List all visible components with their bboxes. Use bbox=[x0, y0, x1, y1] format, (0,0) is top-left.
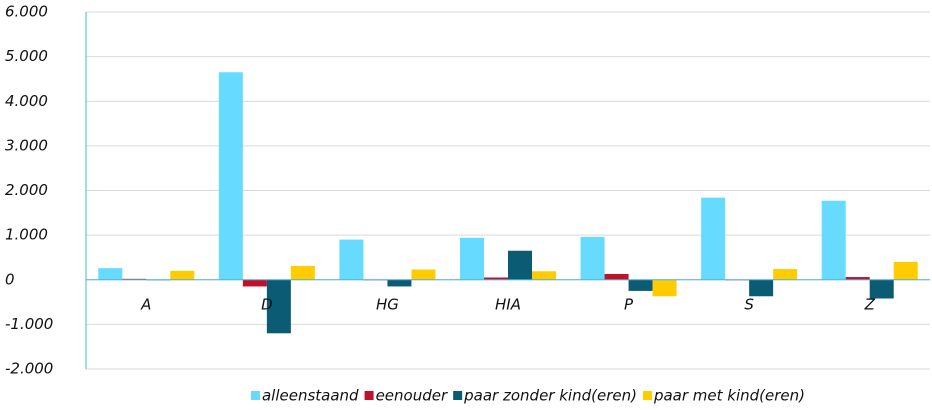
legend-item: alleenstaand bbox=[250, 387, 359, 405]
bar bbox=[532, 271, 556, 280]
legend-label: paar zonder kind(eren) bbox=[463, 387, 637, 405]
bar bbox=[339, 239, 364, 280]
x-tick-label: S bbox=[744, 295, 754, 313]
legend-marker bbox=[250, 391, 260, 400]
bar bbox=[821, 200, 846, 280]
y-tick-label: 2.000 bbox=[5, 181, 48, 199]
bar bbox=[387, 279, 412, 287]
legend-marker bbox=[364, 391, 374, 400]
legend-label: paar met kind(eren) bbox=[653, 387, 805, 405]
bar bbox=[508, 250, 532, 280]
y-tick-label: 4.000 bbox=[5, 92, 48, 110]
bar bbox=[869, 279, 894, 299]
legend-item: paar met kind(eren) bbox=[642, 387, 805, 405]
x-tick-label: HIA bbox=[495, 295, 521, 313]
legend-item: paar zonder kind(eren) bbox=[453, 387, 637, 405]
bar bbox=[290, 265, 315, 280]
bar bbox=[893, 261, 918, 280]
legend-label: eenouder bbox=[376, 387, 448, 405]
bar bbox=[170, 270, 195, 280]
bar bbox=[773, 269, 798, 280]
bar bbox=[242, 279, 267, 287]
y-tick-label: -2.000 bbox=[5, 360, 53, 378]
bar bbox=[98, 268, 123, 280]
bar bbox=[218, 72, 243, 280]
legend-item: eenouder bbox=[364, 387, 448, 405]
x-tick-label: A bbox=[140, 295, 151, 313]
legend-marker bbox=[642, 391, 652, 400]
bar bbox=[701, 197, 726, 280]
x-tick-label: Z bbox=[864, 295, 876, 313]
x-tick-label: D bbox=[261, 295, 273, 313]
x-tick-label: P bbox=[624, 295, 634, 313]
bar bbox=[845, 277, 870, 280]
bar bbox=[411, 269, 436, 280]
bar bbox=[484, 277, 508, 280]
y-tick-label: 1.000 bbox=[5, 226, 48, 244]
bar bbox=[580, 236, 605, 280]
y-tick-label: 3.000 bbox=[5, 136, 48, 154]
bar bbox=[652, 279, 677, 297]
y-tick-label: -1.000 bbox=[5, 315, 53, 333]
y-tick-label: 5.000 bbox=[5, 47, 48, 65]
legend-label: alleenstaand bbox=[262, 387, 359, 405]
bar bbox=[628, 279, 653, 291]
x-tick-label: HG bbox=[376, 295, 399, 313]
legend-marker bbox=[453, 391, 463, 400]
bar bbox=[749, 279, 774, 297]
bar bbox=[266, 279, 291, 334]
y-tick-label: 0 bbox=[5, 270, 15, 288]
bar bbox=[604, 273, 629, 280]
y-tick-label: 6.000 bbox=[5, 3, 48, 21]
bar bbox=[460, 237, 484, 280]
